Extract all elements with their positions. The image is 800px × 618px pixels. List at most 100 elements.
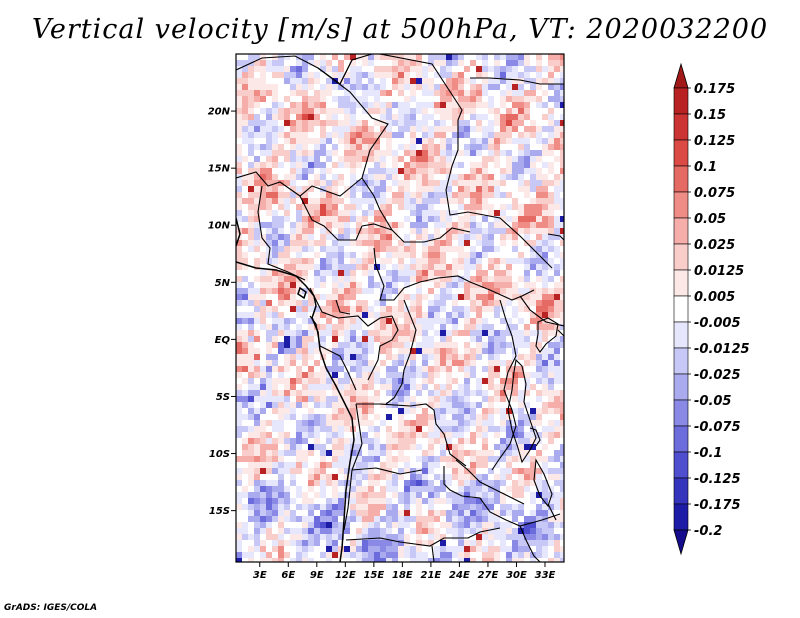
field-cell [506, 390, 513, 397]
field-cell [272, 252, 279, 259]
border-line [309, 315, 357, 391]
field-cell [266, 444, 273, 451]
field-cell [542, 534, 549, 541]
field-cell [482, 540, 489, 547]
field-cell [368, 282, 375, 289]
field-cell [344, 420, 351, 427]
field-cell [284, 288, 291, 295]
field-cell [518, 420, 525, 427]
field-cell [470, 480, 477, 487]
field-cell [296, 390, 303, 397]
field-cell [410, 174, 417, 181]
field-cell [284, 336, 291, 343]
field-cell [434, 54, 441, 61]
field-cell [278, 282, 285, 289]
field-cell [518, 96, 525, 103]
field-cell [356, 102, 363, 109]
field-cell [290, 324, 297, 331]
field-cell [320, 324, 327, 331]
field-cell [248, 432, 255, 439]
field-cell [266, 342, 273, 349]
border-line [470, 77, 564, 85]
field-cell [410, 324, 417, 331]
field-cell [470, 558, 477, 562]
field-cell [308, 342, 315, 349]
field-cell [512, 72, 519, 79]
field-cell [482, 180, 489, 187]
field-cell [494, 372, 501, 379]
field-cell [386, 402, 393, 409]
field-cell [494, 210, 501, 217]
field-cell [362, 318, 369, 325]
field-cell [356, 534, 363, 541]
field-cell [434, 396, 441, 403]
field-cell [350, 72, 357, 79]
field-cell [452, 486, 459, 493]
field-cell [350, 516, 357, 523]
field-cell [284, 240, 291, 247]
field-cell [440, 414, 447, 421]
field-cell [524, 132, 531, 139]
field-cell [512, 210, 519, 217]
field-cell [302, 546, 309, 553]
field-cell [428, 486, 435, 493]
field-cell [338, 288, 345, 295]
field-cell [362, 60, 369, 67]
field-cell [398, 390, 405, 397]
field-cell [494, 462, 501, 469]
field-cell [368, 216, 375, 223]
field-cell [560, 108, 564, 115]
field-cell [374, 348, 381, 355]
field-cell [380, 456, 387, 463]
field-cell [386, 78, 393, 85]
field-cell [266, 384, 273, 391]
field-cell [524, 474, 531, 481]
field-cell [530, 348, 537, 355]
field-cell [524, 198, 531, 205]
field-cell [278, 228, 285, 235]
field-cell [458, 282, 465, 289]
field-cell [542, 282, 549, 289]
field-cell [410, 306, 417, 313]
field-cell [290, 354, 297, 361]
field-cell [416, 120, 423, 127]
field-cell [476, 90, 483, 97]
field-cell [488, 546, 495, 553]
field-cell [512, 90, 519, 97]
field-cell [560, 246, 564, 253]
field-cell [284, 180, 291, 187]
field-cell [452, 156, 459, 163]
field-cell [560, 168, 564, 175]
field-cell [392, 486, 399, 493]
field-cell [314, 162, 321, 169]
field-cell [314, 234, 321, 241]
field-cell [386, 288, 393, 295]
field-cell [494, 318, 501, 325]
field-cell [350, 456, 357, 463]
field-cell [494, 306, 501, 313]
field-cell [320, 192, 327, 199]
field-cell [368, 348, 375, 355]
field-cell [494, 486, 501, 493]
field-cell [248, 216, 255, 223]
field-cell [332, 516, 339, 523]
field-cell [524, 384, 531, 391]
field-cell [524, 72, 531, 79]
field-cell [398, 192, 405, 199]
field-cell [338, 498, 345, 505]
field-cell [518, 414, 525, 421]
field-cell [362, 186, 369, 193]
field-cell [314, 240, 321, 247]
field-cell [320, 252, 327, 259]
field-cell [332, 126, 339, 133]
field-cell [512, 258, 519, 265]
field-cell [272, 336, 279, 343]
field-cell [410, 360, 417, 367]
field-cell [542, 216, 549, 223]
field-cell [440, 348, 447, 355]
field-cell [254, 474, 261, 481]
field-cell [374, 504, 381, 511]
field-cell [356, 204, 363, 211]
field-cell [236, 258, 243, 265]
field-cell [236, 318, 243, 325]
